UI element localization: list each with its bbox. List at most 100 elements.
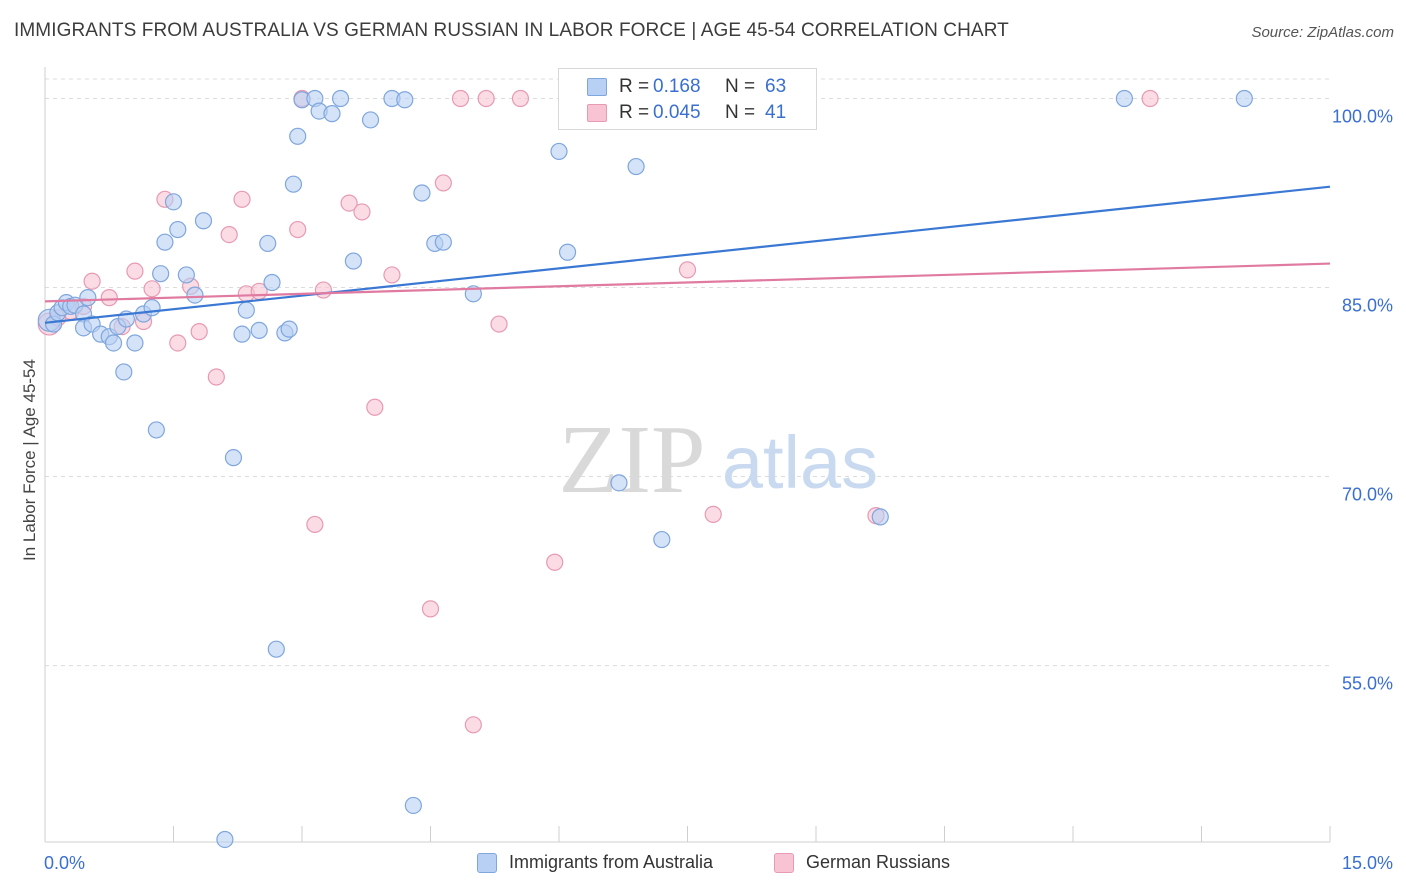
legend-label-australia: Immigrants from Australia bbox=[509, 852, 714, 872]
legend-item-australia[interactable]: Immigrants from Australia bbox=[477, 852, 713, 873]
scatter-point bbox=[289, 220, 307, 239]
stats-row-australia: R = 0.168 N = 63 bbox=[559, 73, 786, 101]
scatter-point bbox=[259, 234, 277, 253]
scatter-point bbox=[383, 266, 401, 284]
scatter-point bbox=[216, 830, 234, 849]
scatter-point bbox=[490, 315, 508, 333]
scatter-point bbox=[220, 226, 238, 244]
scatter-point bbox=[152, 265, 170, 283]
scatter-point bbox=[115, 363, 133, 381]
scatter-point bbox=[306, 515, 324, 534]
scatter-point bbox=[104, 334, 123, 352]
scatter-point bbox=[1235, 89, 1253, 108]
scatter-point bbox=[340, 194, 358, 212]
x-tick-label: 15.0% bbox=[1342, 853, 1393, 873]
scatter-point bbox=[250, 321, 268, 339]
scatter-point bbox=[177, 266, 195, 284]
stats-r-value: 0.045 bbox=[653, 102, 701, 123]
scatter-point bbox=[653, 530, 671, 549]
stats-swatch-australia bbox=[587, 78, 607, 96]
scatter-point bbox=[344, 252, 362, 270]
trend-line-german-russians bbox=[44, 262, 1331, 303]
scatter-point bbox=[558, 243, 577, 261]
scatter-point bbox=[314, 281, 333, 299]
scatter-point bbox=[194, 212, 213, 230]
legend: Immigrants from Australia German Russian… bbox=[0, 850, 1406, 880]
scatter-point bbox=[237, 301, 255, 319]
scatter-point bbox=[143, 299, 161, 317]
scatter-point bbox=[169, 220, 187, 239]
y-tick-label: 85.0% bbox=[1342, 296, 1393, 316]
scatter-point bbox=[207, 368, 225, 386]
scatter-point bbox=[323, 105, 341, 123]
scatter-point bbox=[451, 89, 470, 108]
chart-title: IMMIGRANTS FROM AUSTRALIA VS GERMAN RUSS… bbox=[14, 20, 1009, 41]
scatter-point bbox=[233, 190, 251, 208]
tick-labels: 100.0% 85.0% 70.0% 55.0% 0.0% 15.0% bbox=[44, 107, 1393, 873]
stats-box: R = 0.168 N = 63 R = 0.045 N = 41 bbox=[558, 68, 817, 130]
scatter-point bbox=[871, 508, 889, 526]
scatter-point bbox=[147, 421, 165, 439]
scatter-point bbox=[678, 261, 697, 279]
scatter-point bbox=[434, 174, 452, 192]
scatter-point bbox=[284, 175, 303, 193]
source-label: Source: ZipAtlas.com bbox=[1251, 24, 1394, 41]
x-tick-label: 0.0% bbox=[44, 853, 85, 873]
scatter-point bbox=[331, 89, 350, 108]
scatter-point bbox=[143, 280, 161, 298]
legend-label-german-russians: German Russians bbox=[806, 852, 951, 872]
legend-swatch-german-russians bbox=[774, 852, 794, 873]
scatter-point bbox=[477, 89, 495, 108]
scatter-point bbox=[353, 203, 371, 221]
scatter-point bbox=[126, 262, 144, 280]
scatter-point bbox=[289, 127, 307, 145]
scatter-point bbox=[169, 334, 187, 352]
scatter-point bbox=[83, 272, 101, 290]
stats-r-value: 0.168 bbox=[653, 76, 701, 97]
scatter-point bbox=[361, 111, 380, 129]
legend-item-german-russians[interactable]: German Russians bbox=[774, 852, 950, 873]
scatter-point bbox=[511, 89, 530, 108]
stats-swatch-german-russians bbox=[587, 104, 607, 122]
scatter-point bbox=[366, 398, 384, 416]
stats-n-value: 41 bbox=[765, 102, 787, 123]
grid-lines bbox=[45, 78, 1330, 667]
scatter-point bbox=[704, 505, 722, 523]
stats-n-label: N = bbox=[725, 76, 756, 97]
scatter-point bbox=[280, 320, 298, 338]
stats-row-german-russians: R = 0.045 N = 41 bbox=[559, 99, 786, 127]
scatter-point bbox=[126, 334, 144, 352]
scatter-point bbox=[164, 193, 183, 211]
scatter-point bbox=[156, 233, 174, 251]
scatter-point bbox=[233, 325, 251, 343]
scatter-point bbox=[186, 286, 204, 304]
scatter-point bbox=[263, 273, 281, 292]
scatter-point bbox=[190, 323, 208, 341]
scatter-point bbox=[267, 640, 285, 658]
stats-r-label: R = bbox=[619, 102, 650, 123]
legend-swatch-australia bbox=[477, 852, 497, 873]
scatter-point bbox=[1141, 89, 1159, 108]
y-tick-label: 55.0% bbox=[1342, 674, 1393, 694]
stats-n-value: 63 bbox=[765, 76, 787, 97]
watermark-atlas: atlas bbox=[722, 421, 878, 504]
scatter-point bbox=[434, 233, 452, 251]
watermark-zip: ZIP bbox=[559, 406, 706, 514]
trend-line-australia bbox=[44, 185, 1331, 324]
scatter-point bbox=[224, 449, 243, 467]
scatter-point bbox=[546, 553, 564, 571]
trend-lines bbox=[44, 185, 1331, 324]
scatter-point bbox=[464, 716, 482, 734]
scatter-point bbox=[1115, 89, 1134, 108]
scatter-point bbox=[404, 796, 422, 815]
stats-r-label: R = bbox=[619, 76, 650, 97]
scatter-point bbox=[396, 91, 414, 109]
y-tick-label: 100.0% bbox=[1332, 107, 1393, 127]
scatter-point bbox=[550, 142, 568, 161]
scatter-point bbox=[413, 184, 431, 202]
scatter-point bbox=[627, 157, 645, 176]
y-tick-label: 70.0% bbox=[1342, 485, 1393, 505]
scatter-point bbox=[610, 474, 628, 492]
watermark: ZIP atlas bbox=[559, 406, 879, 514]
